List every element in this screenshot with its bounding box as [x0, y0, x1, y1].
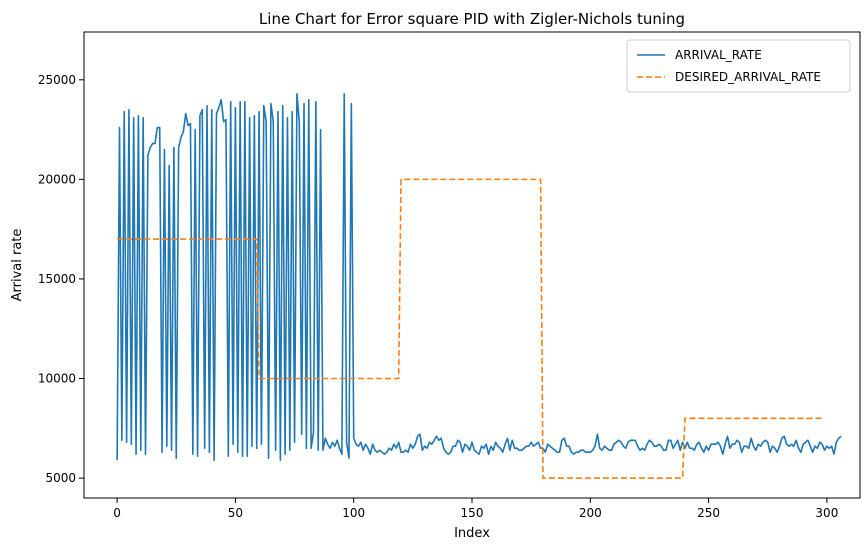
- chart-title: Line Chart for Error square PID with Zig…: [259, 10, 685, 28]
- y-tick-label: 20000: [38, 172, 76, 186]
- x-tick-label: 50: [228, 506, 243, 520]
- legend-label-1: ARRIVAL_RATE: [675, 48, 762, 62]
- y-tick-label: 25000: [38, 73, 76, 87]
- x-tick-label: 200: [579, 506, 602, 520]
- legend: ARRIVAL_RATE DESIRED_ARRIVAL_RATE: [626, 39, 851, 93]
- legend-label-2: DESIRED_ARRIVAL_RATE: [675, 70, 821, 84]
- x-tick-label: 150: [461, 506, 484, 520]
- y-tick-label: 10000: [38, 372, 76, 386]
- x-tick-label: 100: [342, 506, 365, 520]
- series-line-1: [116, 92, 842, 461]
- y-axis: 5000 10000 15000 20000 25000: [38, 73, 84, 485]
- x-axis: 0 50 100 150 200 250 300: [113, 498, 838, 520]
- y-tick-label: 5000: [45, 471, 76, 485]
- series-line-2: [117, 178, 825, 479]
- legend-box: [626, 39, 851, 93]
- plot-area: [83, 31, 861, 499]
- x-tick-label: 250: [697, 506, 720, 520]
- y-axis-label: Arrival rate: [10, 229, 25, 302]
- plot-frame: [83, 31, 861, 499]
- x-tick-label: 300: [815, 506, 838, 520]
- y-tick-label: 15000: [38, 272, 76, 286]
- x-tick-label: 0: [113, 506, 121, 520]
- x-axis-label: Index: [454, 526, 490, 541]
